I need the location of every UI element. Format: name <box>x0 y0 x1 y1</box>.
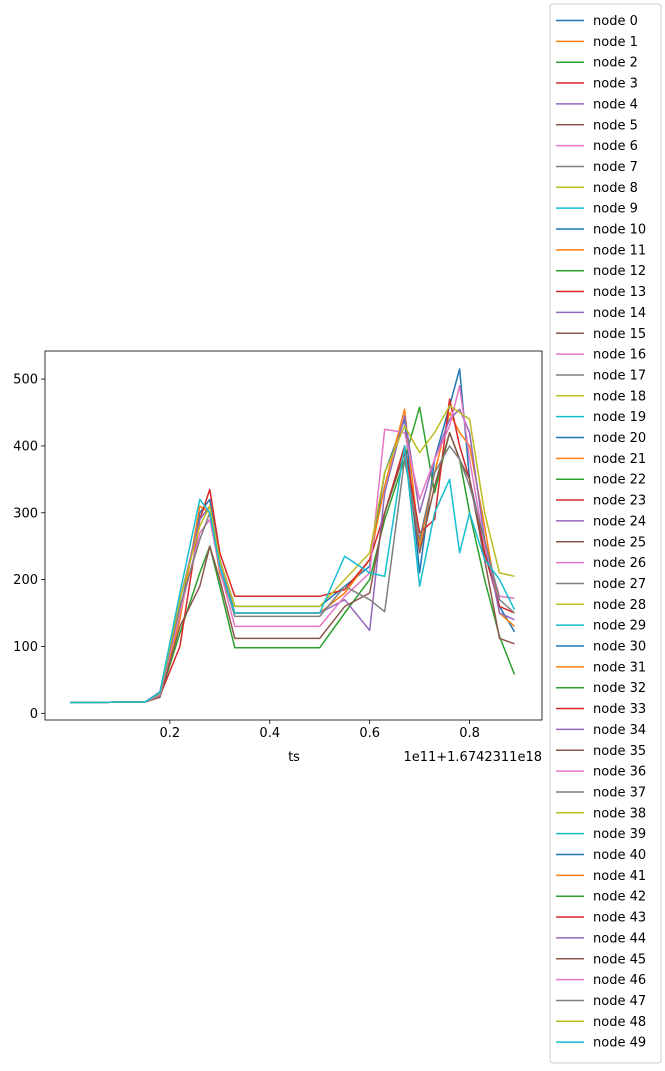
legend-label: node 28 <box>593 598 646 613</box>
x-tick-label: 0.8 <box>459 726 480 741</box>
legend-label: node 9 <box>593 202 638 217</box>
legend-label: node 30 <box>593 640 646 655</box>
series-line-1 <box>70 408 515 704</box>
legend-label: node 39 <box>593 827 646 842</box>
legend-label: node 47 <box>593 994 646 1009</box>
legend-label: node 15 <box>593 327 646 342</box>
legend-label: node 23 <box>593 494 646 509</box>
legend-label: node 8 <box>593 181 638 196</box>
y-tick-label: 400 <box>13 439 38 454</box>
legend-label: node 18 <box>593 389 646 404</box>
legend-label: node 0 <box>593 14 638 29</box>
x-tick-label: 0.6 <box>359 726 380 741</box>
legend-box <box>549 3 662 1064</box>
series-line-6 <box>70 385 515 704</box>
legend-label: node 42 <box>593 890 646 905</box>
x-tick-label: 0.2 <box>160 726 181 741</box>
x-axis-offset-label: 1e11+1.6742311e18 <box>403 750 542 765</box>
legend-label: node 29 <box>593 619 646 634</box>
legend-label: node 2 <box>593 56 638 71</box>
series-line-9 <box>70 445 516 704</box>
legend-label: node 34 <box>593 723 646 738</box>
legend-label: node 36 <box>593 765 646 780</box>
legend-label: node 35 <box>593 744 646 759</box>
legend-label: node 48 <box>593 1015 646 1030</box>
legend-label: node 10 <box>593 223 646 238</box>
y-tick-label: 100 <box>13 640 38 655</box>
legend-label: node 17 <box>593 368 646 383</box>
y-tick-label: 0 <box>30 707 38 722</box>
legend-label: node 27 <box>593 577 646 592</box>
legend-label: node 40 <box>593 848 646 863</box>
legend-label: node 21 <box>593 452 646 467</box>
legend-label: node 31 <box>593 660 646 675</box>
plot-frame <box>44 350 543 721</box>
legend-label: node 6 <box>593 139 638 154</box>
y-tick-label: 500 <box>13 373 38 388</box>
legend-label: node 7 <box>593 160 638 175</box>
legend-label: node 19 <box>593 410 646 425</box>
legend-label: node 33 <box>593 702 646 717</box>
legend-label: node 3 <box>593 77 638 92</box>
legend-label: node 24 <box>593 514 646 529</box>
plot-lines <box>70 368 516 704</box>
legend-label: node 46 <box>593 973 646 988</box>
legend-label: node 37 <box>593 785 646 800</box>
legend-label: node 13 <box>593 285 646 300</box>
legend-label: node 49 <box>593 1036 646 1051</box>
legend-label: node 4 <box>593 97 638 112</box>
legend-label: node 38 <box>593 806 646 821</box>
legend: node 0 node 1 node 2 node 3 node 4 node 5 node… <box>549 3 662 1064</box>
legend-label: node 26 <box>593 556 646 571</box>
series-line-4 <box>70 408 515 704</box>
y-tick-label: 200 <box>13 573 38 588</box>
legend-label: node 43 <box>593 911 646 926</box>
y-tick-label: 300 <box>13 506 38 521</box>
legend-label: node 16 <box>593 348 646 363</box>
legend-label: node 32 <box>593 681 646 696</box>
legend-label: node 11 <box>593 243 646 258</box>
series-line-5 <box>70 431 515 704</box>
legend-label: node 41 <box>593 869 646 884</box>
legend-label: node 5 <box>593 118 638 133</box>
x-axis-label: ts <box>288 750 300 765</box>
series-line-2 <box>70 406 516 704</box>
x-axis-ticks: 0.2 0.4 0.6 0.8 <box>160 720 480 741</box>
y-axis-ticks: 0 100 200 300 400 500 <box>13 373 45 722</box>
legend-label: node 14 <box>593 306 646 321</box>
series-line-3 <box>70 398 515 704</box>
legend-label: node 12 <box>593 264 646 279</box>
legend-label: node 22 <box>593 473 646 488</box>
legend-label: node 25 <box>593 535 646 550</box>
legend-label: node 20 <box>593 431 646 446</box>
legend-label: node 44 <box>593 931 646 946</box>
legend-label: node 1 <box>593 35 638 50</box>
x-tick-label: 0.4 <box>259 726 280 741</box>
legend-label: node 45 <box>593 952 646 967</box>
